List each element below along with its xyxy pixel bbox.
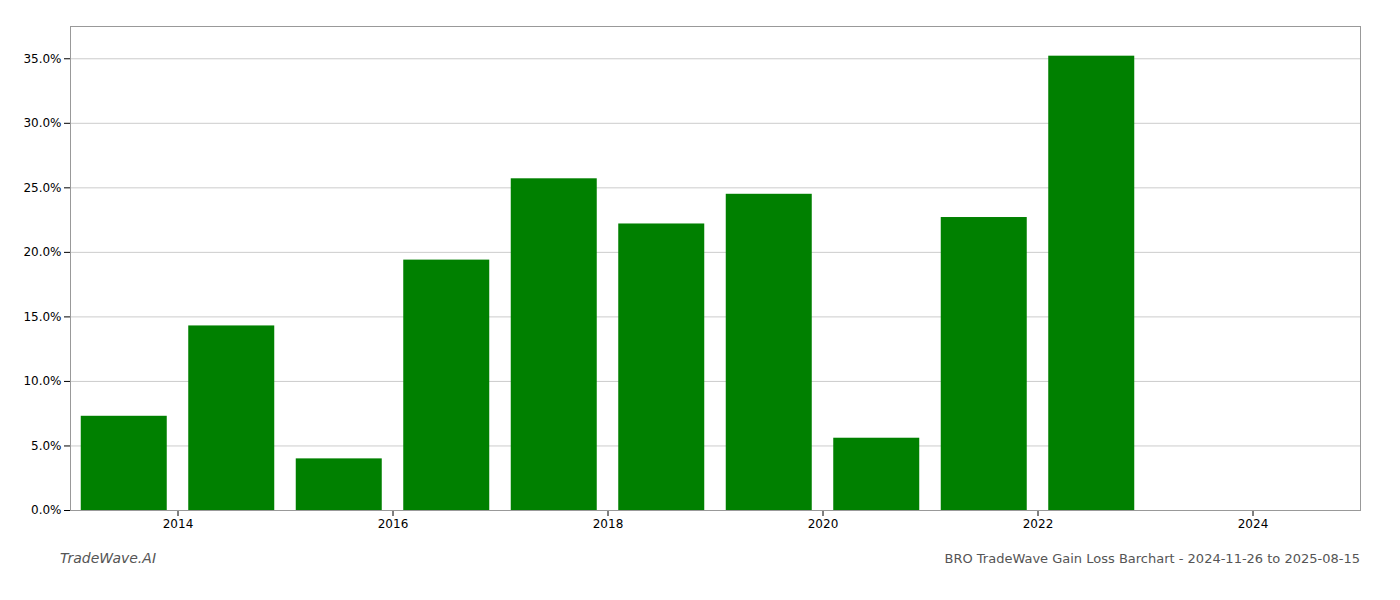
svg-text:25.0%: 25.0% bbox=[23, 181, 61, 195]
svg-text:5.0%: 5.0% bbox=[31, 439, 62, 453]
svg-text:20.0%: 20.0% bbox=[23, 245, 61, 259]
svg-text:2016: 2016 bbox=[378, 517, 409, 531]
svg-text:2014: 2014 bbox=[163, 517, 194, 531]
html-text:TradeWave.AI: TradeWave.AI bbox=[60, 550, 156, 566]
svg-text:30.0%: 30.0% bbox=[23, 116, 61, 130]
svg-text:2022: 2022 bbox=[1023, 517, 1054, 531]
svg-text:15.0%: 15.0% bbox=[23, 310, 61, 324]
svg-text:2020: 2020 bbox=[808, 517, 839, 531]
svg-text:35.0%: 35.0% bbox=[23, 52, 61, 66]
svg-text:2024: 2024 bbox=[1238, 517, 1269, 531]
svg-text:10.0%: 10.0% bbox=[23, 374, 61, 388]
svg-text:0.0%: 0.0% bbox=[31, 503, 62, 517]
html-text:BRO TradeWave Gain Loss Barcha: BRO TradeWave Gain Loss Barchart - 2024-… bbox=[944, 551, 1360, 566]
svg-text:2018: 2018 bbox=[593, 517, 624, 531]
